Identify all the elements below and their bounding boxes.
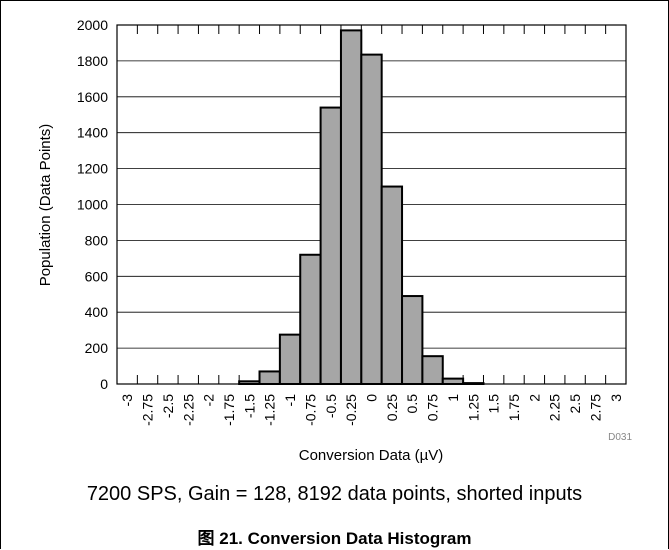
x-tick-labels: -3 -2.75 -2.5 -2.25 -2 -1.75 -1.5 -1.25 -1 -0.75-… bbox=[119, 394, 624, 426]
chart-subcaption: 7200 SPS, Gain = 128, 8192 data points, … bbox=[86, 483, 583, 505]
x-tick-label: -1 bbox=[282, 394, 298, 407]
x-tick-label: 2.5 bbox=[567, 394, 583, 414]
bars bbox=[238, 29, 485, 386]
x-tick-label: 3 bbox=[608, 394, 624, 402]
figure-caption: 图 21. Conversion Data Histogram bbox=[197, 529, 472, 548]
x-tick-label: -1.5 bbox=[241, 394, 257, 418]
histogram-bar bbox=[299, 253, 322, 385]
histogram-bar bbox=[339, 29, 363, 385]
x-tick-label: 1.75 bbox=[506, 394, 522, 421]
x-tick-label: -1.25 bbox=[262, 394, 278, 426]
y-tick-label: 1200 bbox=[77, 161, 108, 177]
histogram-bar bbox=[319, 106, 342, 385]
y-tick-label: 1600 bbox=[77, 89, 108, 105]
y-tick-label: 800 bbox=[85, 232, 109, 248]
histogram-chart: 0 200 400 600 800 1000 1200 1400 1600 1800 2000 -3… bbox=[37, 17, 632, 464]
x-tick-label: 0.75 bbox=[425, 394, 441, 421]
x-tick-label: -2 bbox=[201, 394, 217, 407]
x-tick-label: -0.5 bbox=[323, 394, 339, 418]
x-tick-label: 0 bbox=[364, 394, 380, 402]
x-tick-label: -3 bbox=[119, 394, 135, 407]
histogram-bar bbox=[380, 185, 404, 385]
y-tick-labels: 0 200 400 600 800 1000 1200 1400 1600 1800 2000 bbox=[77, 17, 108, 392]
x-tick-label: 2.25 bbox=[547, 394, 563, 421]
x-tick-label: 0.5 bbox=[404, 394, 420, 414]
histogram-bar bbox=[278, 333, 302, 386]
ticks bbox=[116, 25, 627, 384]
y-tick-label: 400 bbox=[85, 304, 109, 320]
x-tick-label: 2 bbox=[526, 394, 542, 402]
x-tick-label: -0.75 bbox=[302, 394, 318, 426]
y-tick-label: 0 bbox=[100, 376, 108, 392]
watermark-code: D031 bbox=[608, 432, 632, 443]
x-tick-label: -2.25 bbox=[180, 394, 196, 426]
y-tick-label: 1800 bbox=[77, 53, 108, 69]
y-tick-label: 200 bbox=[85, 340, 109, 356]
x-tick-label: -2.75 bbox=[140, 394, 156, 426]
x-tick-label: 1 bbox=[445, 394, 461, 402]
x-tick-label: 0.25 bbox=[384, 394, 400, 421]
y-tick-label: 600 bbox=[85, 268, 109, 284]
y-tick-label: 1400 bbox=[77, 125, 108, 141]
histogram-bar bbox=[258, 370, 281, 385]
histogram-bar bbox=[401, 295, 424, 386]
y-tick-label: 2000 bbox=[77, 17, 108, 33]
x-tick-label: -1.75 bbox=[221, 394, 237, 426]
x-axis-label: Conversion Data (µV) bbox=[299, 447, 444, 464]
x-tick-label: -2.5 bbox=[160, 394, 176, 418]
histogram-bar bbox=[360, 53, 383, 386]
histogram-bar bbox=[421, 355, 444, 385]
y-tick-label: 1000 bbox=[77, 197, 108, 213]
x-tick-label: 1.5 bbox=[486, 394, 502, 414]
x-tick-label: -0.25 bbox=[343, 394, 359, 426]
x-tick-label: 2.75 bbox=[587, 394, 603, 421]
y-axis-label: Population (Data Points) bbox=[37, 124, 54, 287]
x-tick-label: 1.25 bbox=[465, 394, 481, 421]
plot-border bbox=[116, 24, 627, 385]
histogram-bar bbox=[441, 377, 465, 385]
